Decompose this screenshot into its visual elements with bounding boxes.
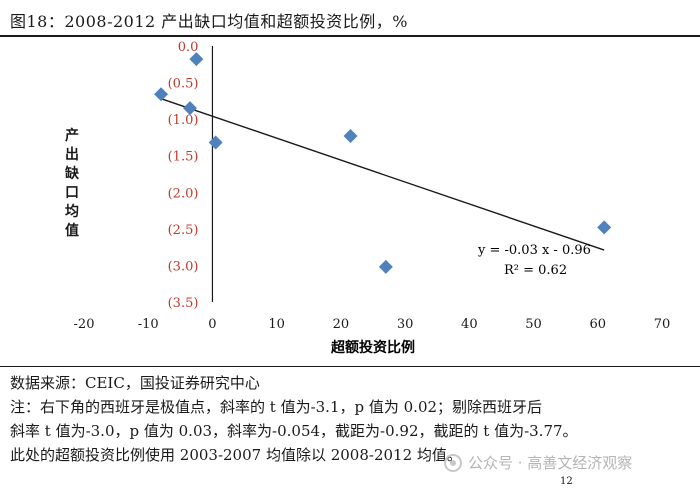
x-tick-label: 10	[268, 317, 285, 332]
x-tick-label: 50	[525, 317, 542, 332]
y-tick-label: 0.0	[178, 40, 199, 55]
y-axis-label-char: 出	[65, 146, 79, 163]
y-tick-label: (1.0)	[168, 113, 199, 128]
page-number: 12	[560, 476, 573, 487]
y-tick-label: (2.5)	[168, 223, 199, 238]
y-axis-label-char: 均	[65, 203, 79, 220]
note-line-2: 斜率 t 值为-3.0，p 值为 0.03，斜率为-0.054，截距为-0.92…	[10, 422, 578, 440]
data-point	[378, 259, 393, 274]
x-tick-label: 0	[208, 317, 216, 332]
data-point	[182, 101, 197, 116]
data-point	[208, 135, 223, 150]
y-tick-label: (3.0)	[168, 259, 199, 274]
x-tick-label: 70	[654, 317, 671, 332]
x-tick-label: 40	[461, 317, 478, 332]
note-line-1: 注：右下角的西班牙是极值点，斜率的 t 值为-3.1，p 值为 0.02；剔除西…	[10, 398, 543, 416]
y-tick-labels: 0.0 (0.5) (1.0) (1.5) (2.0) (2.5) (3.0) (3.5)	[168, 40, 199, 311]
y-tick-label: (1.5)	[168, 150, 199, 165]
notes-section: 数据来源：CEIC，国投证券研究中心 注：右下角的西班牙是极值点，斜率的 t 值…	[10, 371, 694, 467]
x-tick-label: 20	[333, 317, 350, 332]
y-axis-label-char: 口	[65, 185, 79, 201]
y-axis-label-char: 产	[65, 127, 79, 144]
wechat-icon	[444, 453, 462, 472]
trendline	[160, 98, 605, 251]
y-tick-label: (2.0)	[168, 186, 199, 201]
scatter-chart: 0.0 (0.5) (1.0) (1.5) (2.0) (2.5) (3.0) (3.5) -…	[65, 40, 671, 356]
x-tick-label: -20	[74, 317, 95, 332]
y-axis-label-char: 缺	[65, 165, 80, 182]
source-note: 数据来源：CEIC，国投证券研究中心	[10, 374, 260, 392]
bottom-rule	[0, 366, 700, 367]
data-points	[154, 52, 612, 274]
trendline-r2: R² = 0.62	[504, 263, 567, 278]
x-tick-label: 60	[590, 317, 607, 332]
y-axis-label: 产出缺口均值	[65, 127, 80, 239]
y-tick-label: (0.5)	[168, 77, 199, 92]
top-rule	[0, 35, 700, 37]
note-line-3: 此处的超额投资比例使用 2003-2007 均值除以 2008-2012 均值。	[10, 446, 462, 464]
data-point	[343, 128, 358, 143]
trendline-equation: y = -0.03 x - 0.96	[477, 243, 591, 258]
x-tick-label: 30	[397, 317, 414, 332]
data-point	[189, 52, 204, 67]
watermark: 公众号 · 高善文经济观察	[444, 452, 632, 473]
watermark-text: 公众号 · 高善文经济观察	[468, 454, 633, 472]
x-tick-label: -10	[138, 317, 159, 332]
y-axis-label-char: 值	[65, 222, 79, 239]
data-point	[154, 87, 169, 102]
x-tick-labels: -20 -10 0 10 20 30 40 50 60 70	[74, 317, 671, 332]
x-axis-label: 超额投资比例	[330, 339, 415, 356]
data-point	[597, 220, 612, 235]
figure-title: 图18：2008-2012 产出缺口均值和超额投资比例，%	[10, 12, 408, 31]
y-tick-label: (3.5)	[168, 296, 199, 311]
